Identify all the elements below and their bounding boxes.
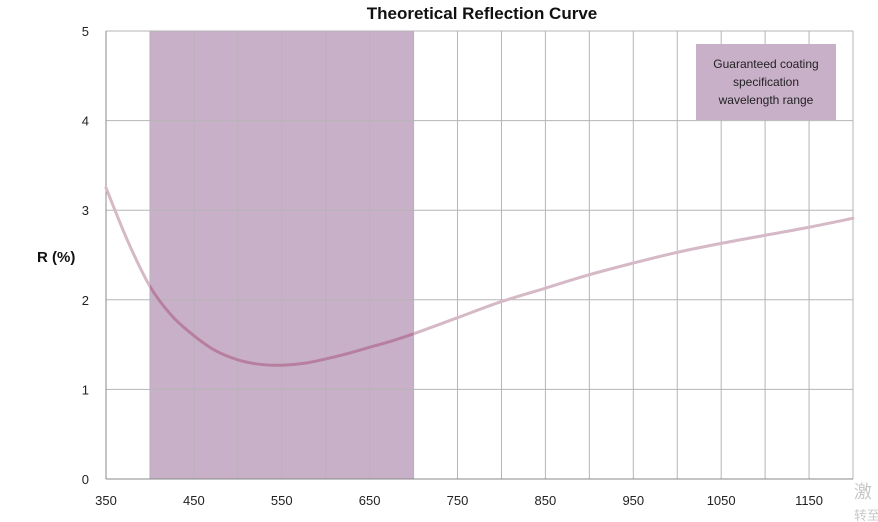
- watermark-line-1: 激: [854, 482, 872, 503]
- x-tick-label: 750: [447, 493, 469, 508]
- x-tick-label: 1050: [707, 493, 736, 508]
- y-tick-label: 2: [82, 293, 89, 308]
- y-tick-label: 4: [82, 114, 89, 129]
- axis-layer: [105, 31, 853, 480]
- x-tick-label: 450: [183, 493, 205, 508]
- x-tick-label: 550: [271, 493, 293, 508]
- y-tick-labels: 0 1 2 3 4 5: [82, 24, 89, 487]
- y-tick-label: 3: [82, 203, 89, 218]
- reflection-curve-in-range: [149, 283, 414, 367]
- x-tick-label: 950: [622, 493, 644, 508]
- legend: Guaranteed coating specification wavelen…: [696, 44, 836, 120]
- y-axis-label: R (%): [37, 249, 75, 266]
- watermark-line-2: 转至: [854, 509, 878, 522]
- x-tick-label: 850: [535, 493, 557, 508]
- x-tick-label: 350: [95, 493, 117, 508]
- y-tick-label: 5: [82, 24, 89, 39]
- y-tick-label: 1: [82, 382, 89, 397]
- x-tick-labels: 350 450 550 650 750 850 950 1050 1150: [95, 493, 823, 508]
- series-layer: [104, 186, 855, 367]
- legend-swatch: [696, 44, 836, 120]
- x-tick-label: 650: [359, 493, 381, 508]
- y-tick-label: 0: [82, 472, 89, 487]
- chart-title: Theoretical Reflection Curve: [367, 4, 598, 23]
- legend-line-3: wavelength range: [718, 93, 814, 107]
- legend-line-2: specification: [733, 75, 799, 89]
- x-tick-label: 1150: [795, 493, 823, 508]
- legend-line-1: Guaranteed coating: [713, 57, 818, 71]
